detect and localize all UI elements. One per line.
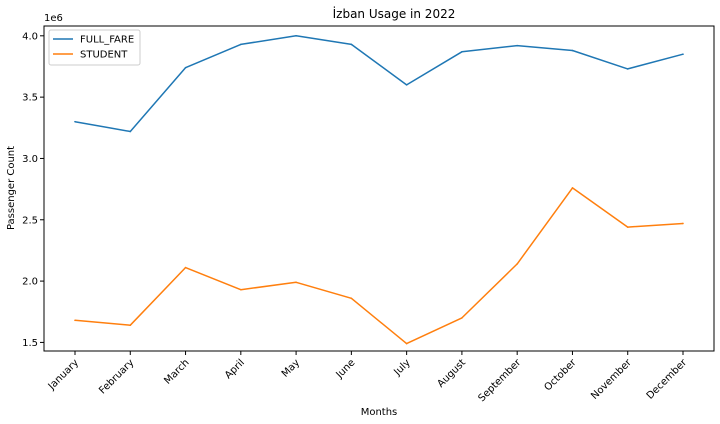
y-tick-label: 4.0 bbox=[22, 31, 38, 42]
data-point bbox=[350, 297, 353, 300]
y-scale-label: 1e6 bbox=[44, 13, 63, 24]
series-line-student bbox=[74, 187, 684, 345]
y-tick-label: 2.5 bbox=[22, 215, 38, 226]
data-point bbox=[405, 342, 408, 345]
chart-title: İzban Usage in 2022 bbox=[333, 6, 456, 21]
y-tick-label: 2.0 bbox=[22, 277, 38, 288]
data-point bbox=[682, 222, 684, 225]
y-axis-label: Passenger Count bbox=[6, 146, 17, 230]
data-point bbox=[682, 53, 684, 56]
data-point bbox=[240, 43, 242, 46]
data-point bbox=[240, 288, 242, 291]
x-tick-label: February bbox=[97, 357, 136, 396]
data-point bbox=[74, 120, 76, 123]
data-point bbox=[129, 324, 132, 327]
data-point bbox=[350, 43, 353, 46]
x-tick-label: October bbox=[542, 357, 579, 394]
data-point bbox=[184, 66, 187, 69]
x-axis-label: Months bbox=[361, 407, 398, 418]
y-tick-label: 1.5 bbox=[22, 338, 38, 349]
y-tick-label: 3.0 bbox=[22, 154, 38, 165]
plot-frame bbox=[43, 25, 715, 352]
data-point bbox=[295, 281, 297, 284]
data-point bbox=[461, 50, 463, 53]
x-tick-label: May bbox=[280, 357, 302, 379]
data-point bbox=[626, 226, 629, 228]
data-point bbox=[74, 319, 76, 322]
x-tick-label: April bbox=[223, 357, 247, 381]
x-tick-label: December bbox=[645, 357, 690, 402]
x-tick-label: August bbox=[436, 357, 469, 390]
data-point bbox=[626, 68, 629, 70]
x-tick-label: September bbox=[476, 357, 523, 404]
x-tick-label: June bbox=[334, 357, 358, 381]
series-line-full-fare bbox=[74, 35, 684, 133]
data-point bbox=[571, 49, 574, 52]
data-point bbox=[405, 84, 408, 86]
y-tick-label: 3.5 bbox=[22, 93, 38, 104]
data-point bbox=[184, 266, 187, 269]
legend-entry: FULL_FARE bbox=[80, 35, 134, 46]
data-point bbox=[516, 263, 518, 265]
data-point bbox=[571, 187, 574, 189]
legend-entry: STUDENT bbox=[80, 50, 128, 61]
plot-area: 1.5 2.0 2.5 3.0 3.5 4.0 January February March Ap… bbox=[22, 25, 715, 404]
x-tick-label: July bbox=[392, 357, 413, 378]
data-point bbox=[129, 130, 132, 133]
x-tick-label: November bbox=[589, 357, 634, 402]
data-point bbox=[461, 317, 463, 319]
x-tick-label: March bbox=[162, 357, 191, 386]
data-point bbox=[516, 44, 518, 47]
x-tick-label: January bbox=[46, 357, 81, 392]
data-point bbox=[295, 35, 297, 37]
